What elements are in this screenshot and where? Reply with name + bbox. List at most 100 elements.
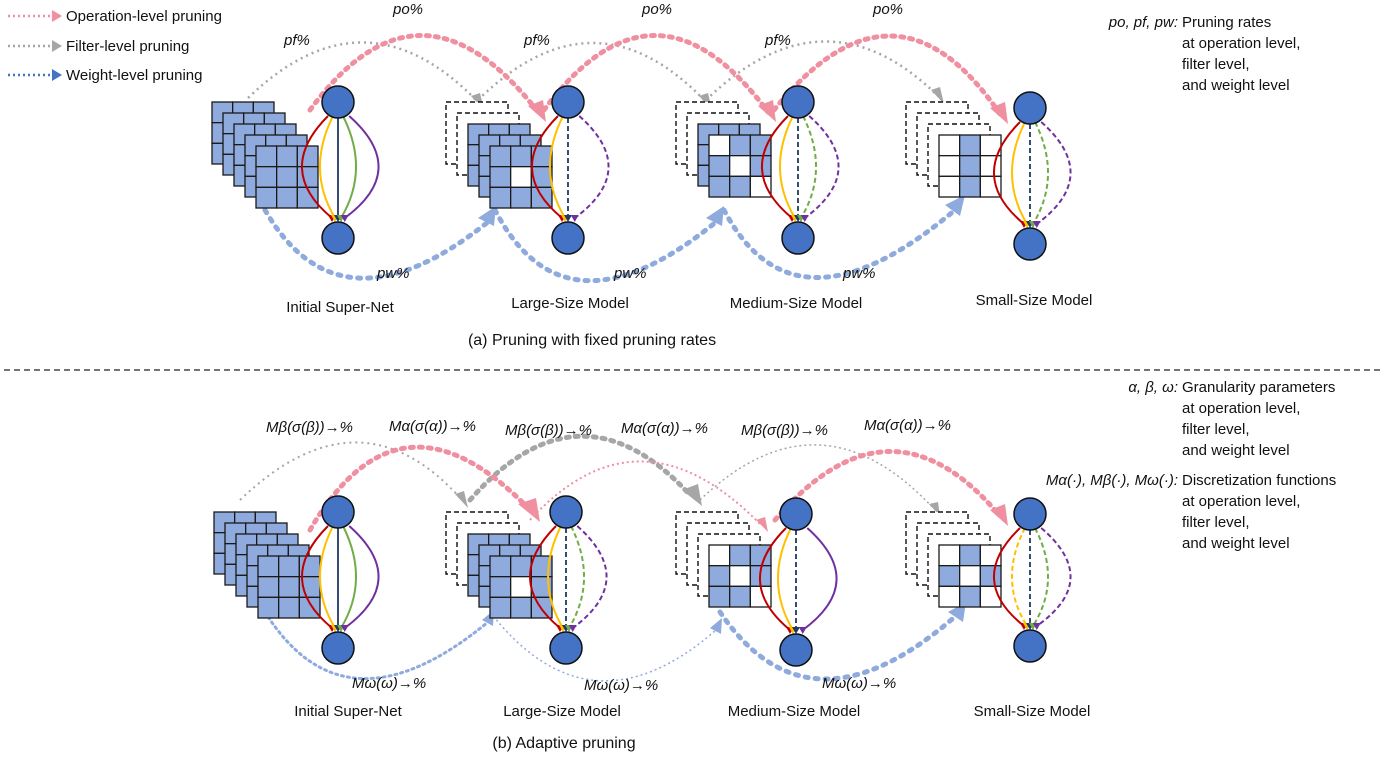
operation-edge: [340, 525, 357, 629]
operation-edge: [1011, 121, 1028, 225]
operation-edge: [777, 527, 794, 631]
pruned-weight: [708, 134, 731, 157]
operation-edge: [779, 115, 796, 219]
operation-edge: [344, 115, 380, 219]
node-circle: [1013, 629, 1047, 663]
weight-arc: [489, 611, 717, 682]
side-note-line: at operation level,: [1182, 493, 1300, 510]
side-note-line: at operation level,: [1182, 400, 1300, 417]
weight-cell: [510, 186, 532, 209]
filter-arrowhead: [455, 491, 468, 508]
node-circle: [1013, 91, 1047, 125]
model-label-medium: Medium-Size Model: [728, 703, 861, 720]
model-label-large: Large-Size Model: [503, 703, 621, 720]
operation-edge: [802, 527, 838, 631]
pruned-weight: [729, 155, 751, 177]
filter-arc: [467, 433, 693, 503]
panel-b-arcs: [239, 433, 1008, 682]
node-circle: [551, 85, 585, 119]
weight-cell: [278, 596, 300, 619]
weight-rate-label: Mω(ω)→%: [584, 677, 658, 694]
model-label-small: Small-Size Model: [976, 292, 1093, 309]
weight-rate-label: Mω(ω)→%: [822, 675, 896, 692]
operation-edge: [344, 525, 380, 629]
weight-cell: [708, 585, 731, 608]
node-circle: [781, 221, 815, 255]
operation-arc: [529, 460, 763, 527]
weight-cell: [276, 186, 298, 209]
cell-graph-medium: [759, 497, 838, 667]
operation-rate-label: po%: [392, 1, 423, 18]
cell-graph-medium: [761, 85, 840, 255]
edge-arrowhead: [798, 627, 807, 634]
pruned-weight: [938, 544, 961, 567]
node-circle: [551, 221, 585, 255]
pruned-weight: [749, 175, 772, 198]
weight-cell: [489, 555, 512, 578]
weight-cell: [489, 576, 512, 598]
weight-cell: [296, 145, 319, 168]
node-circle: [549, 631, 583, 665]
model-label-medium: Medium-Size Model: [730, 295, 863, 312]
weight-rate-label: pw%: [376, 265, 410, 282]
pruned-weight: [979, 175, 1002, 198]
legend-item-filter: Filter-level pruning: [8, 38, 189, 55]
cell-graph-initial: [301, 85, 380, 255]
pruned-weight: [938, 134, 961, 157]
legend-label-operation: Operation-level pruning: [66, 8, 222, 25]
weight-cell: [959, 544, 981, 567]
operation-edge: [993, 527, 1025, 627]
filter-stack: [213, 511, 321, 619]
weight-cell: [257, 576, 280, 598]
operation-edge: [529, 525, 561, 629]
side-note-symbols-a: po, pf, pw:: [1108, 14, 1178, 31]
filter-arrowhead: [931, 87, 944, 104]
operation-edge: [319, 115, 336, 219]
cell-graph-large: [531, 85, 610, 255]
weight-cell: [708, 565, 731, 587]
weight-cell: [959, 134, 981, 157]
pruned-weight: [510, 576, 532, 598]
operation-rate-label: Mα(σ(α))→%: [864, 417, 951, 434]
weight-rate-label: pw%: [613, 265, 647, 282]
weight-cell: [278, 576, 300, 598]
operation-edge: [574, 115, 610, 219]
pruned-weight: [979, 155, 1002, 177]
filter-arc: [247, 41, 479, 103]
legend-label-weight: Weight-level pruning: [66, 67, 202, 84]
legend-label-filter: Filter-level pruning: [66, 38, 189, 55]
operation-arrowhead: [756, 517, 768, 532]
operation-arrowhead: [528, 100, 546, 122]
filter-rate-label: Mβ(σ(β))→%: [505, 422, 592, 439]
operation-rate-label: po%: [641, 1, 672, 18]
edge-arrowhead: [1032, 623, 1041, 630]
caption-b: (b) Adaptive pruning: [492, 735, 635, 752]
filter-stack: [675, 101, 772, 198]
operation-edge: [1032, 527, 1049, 627]
panel-a-filter-stacks: [211, 101, 1002, 209]
side-note-line: Granularity parameters: [1182, 379, 1335, 396]
operation-edge: [568, 525, 585, 629]
operation-edge: [1036, 527, 1072, 627]
caption-a: (a) Pruning with fixed pruning rates: [468, 332, 716, 349]
operation-edge: [993, 121, 1025, 225]
weight-cell: [278, 555, 300, 578]
panel-b-cells: [301, 495, 1072, 667]
weight-cell: [708, 155, 731, 177]
legend-item-operation: Operation-level pruning: [8, 8, 222, 25]
operation-edge: [531, 115, 563, 219]
side-note-symbols-b2: Mα(·), Mβ(·), Mω(·):: [1046, 472, 1178, 489]
legend-item-weight: Weight-level pruning: [8, 67, 202, 84]
pruned-weight: [708, 544, 731, 567]
node-circle: [321, 221, 355, 255]
side-note-line: filter level,: [1182, 514, 1250, 531]
weight-arrowhead: [478, 206, 496, 226]
weight-arc: [717, 609, 961, 682]
operation-arc: [307, 33, 541, 115]
operation-edge: [319, 525, 336, 629]
operation-arc: [307, 444, 533, 533]
panel-b-filter-stacks: [213, 511, 1002, 619]
operation-edge: [1036, 121, 1072, 225]
panel-b: Mβ(σ(β))→% Mβ(σ(β))→% Mβ(σ(β))→% Mα(σ(α)…: [213, 379, 1336, 752]
filter-rate-label: pf%: [283, 32, 310, 49]
